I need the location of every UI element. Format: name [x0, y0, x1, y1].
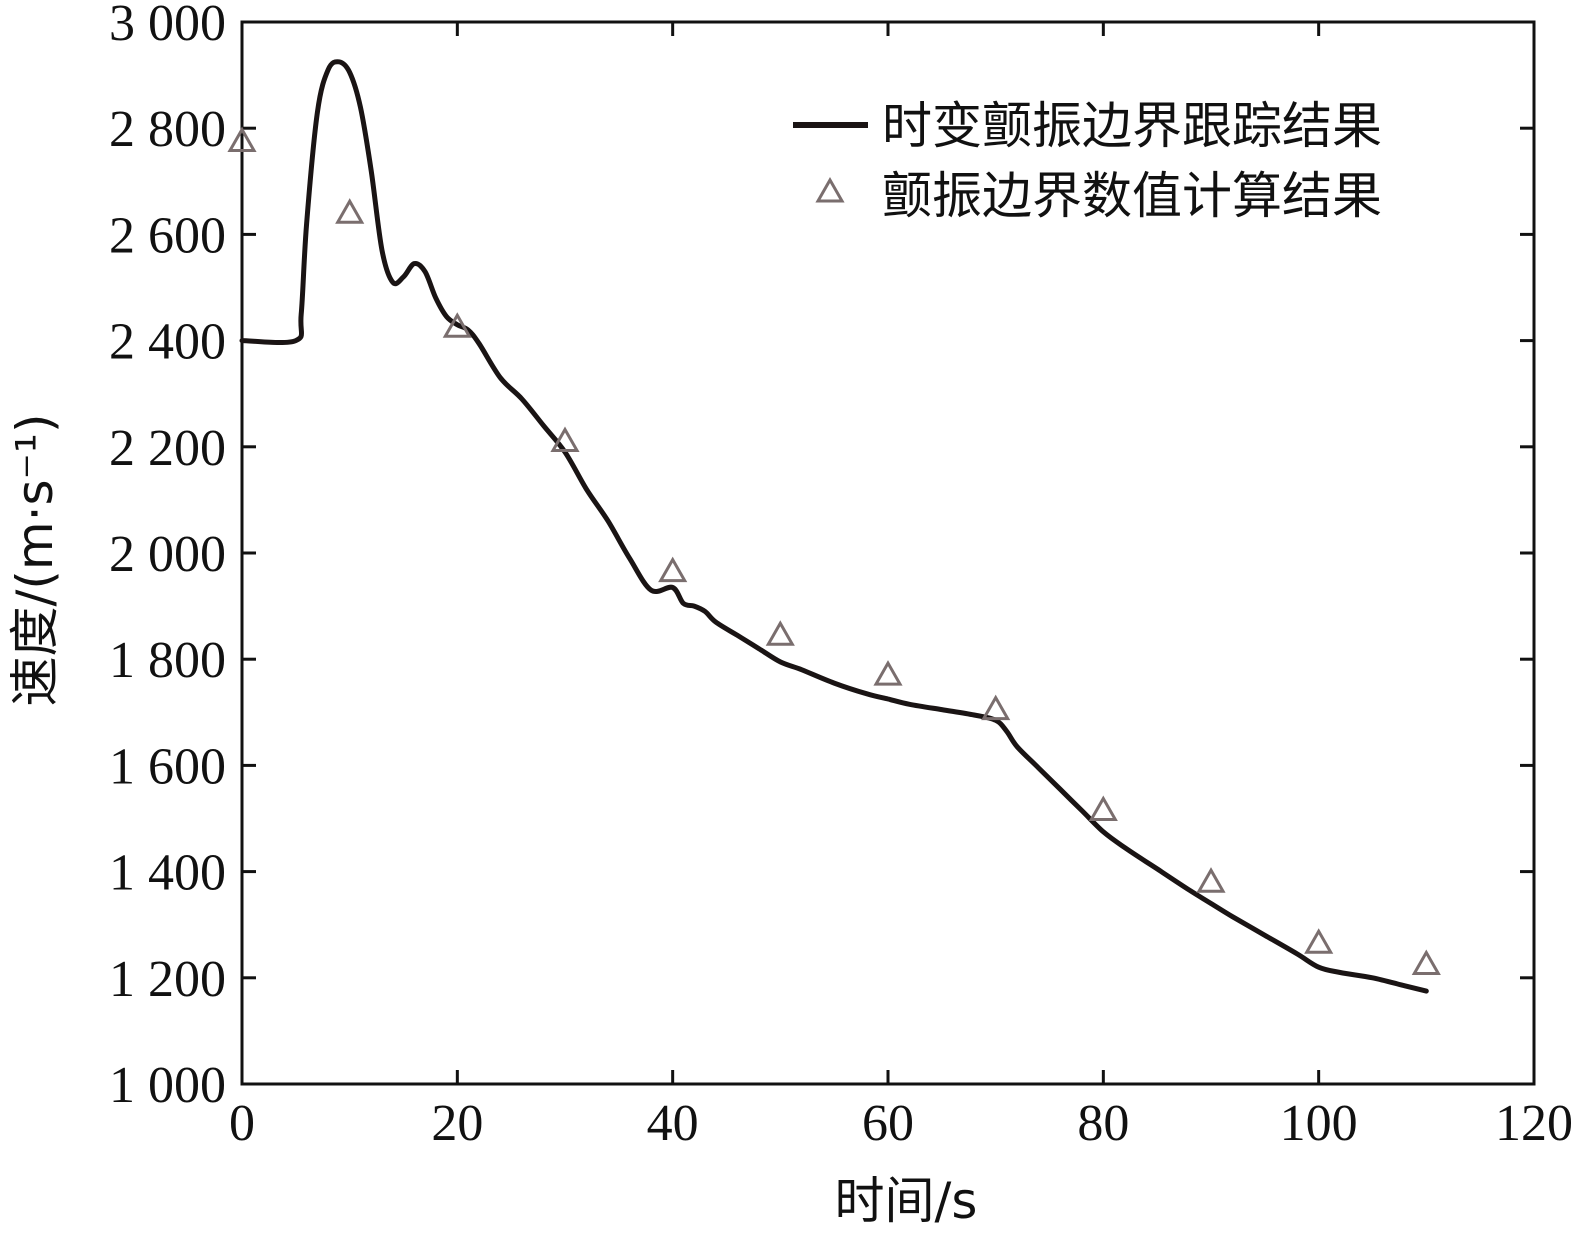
y-tick-label: 1 000: [109, 1057, 226, 1114]
legend-label-markers: 颤振边界数值计算结果: [882, 167, 1382, 225]
data-point-triangle: [981, 694, 1011, 721]
data-point-triangle: [1411, 949, 1441, 975]
x-tick-label: 40: [647, 1095, 699, 1152]
data-point-triangle: [873, 660, 903, 686]
x-tick-label: 20: [431, 1095, 483, 1152]
x-tick-label: 80: [1077, 1095, 1129, 1152]
y-tick-label: 3 000: [109, 0, 226, 52]
data-point-triangle: [1196, 867, 1226, 893]
x-tick-label: 100: [1280, 1095, 1358, 1152]
data-point-triangle: [442, 312, 472, 338]
y-tick-label: 1 400: [109, 845, 226, 902]
data-point-triangle: [1088, 795, 1118, 821]
y-tick-label: 2 800: [109, 101, 226, 158]
x-axis: 0 20 40 60 80 100 120: [229, 22, 1573, 1152]
legend-triangle-swatch: [815, 176, 845, 203]
y-axis-title: 速度/(m·s⁻¹): [6, 414, 64, 707]
x-tick-label: 60: [862, 1095, 914, 1152]
x-axis-title: 时间/s: [835, 1172, 978, 1230]
legend: 时变颤振边界跟踪结果 颤振边界数值计算结果: [793, 97, 1382, 225]
x-tick-label: 120: [1495, 1095, 1573, 1152]
y-tick-label: 1 800: [109, 632, 226, 689]
line-series: [239, 59, 1429, 994]
y-tick-label: 2 600: [109, 207, 226, 264]
series-line-tracking: [239, 59, 1429, 994]
x-tick-label: 0: [229, 1095, 255, 1152]
legend-label-line: 时变颤振边界跟踪结果: [882, 97, 1382, 155]
y-tick-label: 2 000: [109, 526, 226, 583]
marker-series: [227, 126, 1441, 975]
data-point-triangle: [1304, 928, 1334, 954]
data-point-triangle: [550, 426, 580, 452]
data-point-triangle: [658, 556, 688, 583]
data-point-triangle: [765, 620, 795, 646]
y-tick-label: 1 600: [109, 738, 226, 795]
data-point-triangle: [227, 126, 257, 152]
y-axis: 1 000 1 200 1 400 1 600 1 800 2 000 2 200 2 400…: [109, 0, 1534, 1114]
y-tick-label: 2 400: [109, 314, 226, 371]
data-point-triangle: [335, 198, 365, 224]
y-tick-label: 1 200: [109, 951, 226, 1008]
y-tick-label: 2 200: [109, 420, 226, 477]
